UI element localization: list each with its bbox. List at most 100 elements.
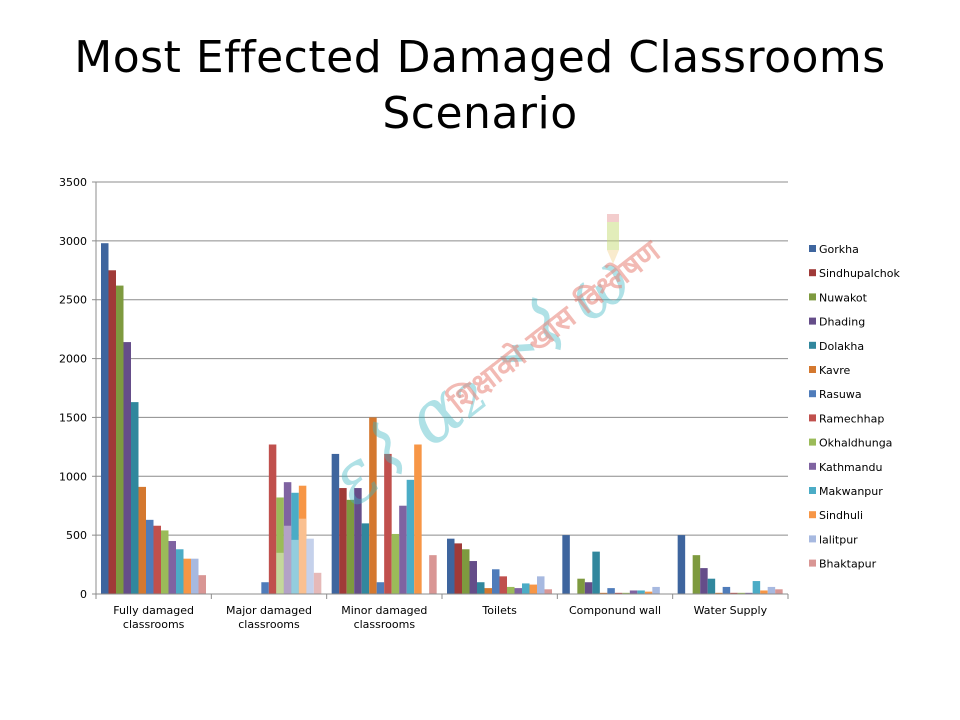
bar-ramechhap bbox=[730, 592, 738, 594]
bar-dolakha bbox=[361, 523, 370, 594]
bar-kavre bbox=[599, 592, 608, 594]
bar-ramechhap bbox=[153, 525, 161, 594]
bar-gorkha bbox=[447, 538, 455, 594]
bar-makwanpur bbox=[522, 583, 530, 594]
bar-dolakha bbox=[592, 551, 600, 594]
bar-okhaldhunga bbox=[161, 530, 169, 594]
bar-makwanpur bbox=[406, 479, 415, 594]
bar-sindhuli bbox=[644, 591, 653, 594]
bar-kavre bbox=[138, 486, 146, 594]
legend-label: Ramechhap bbox=[819, 412, 884, 425]
bar-dhading bbox=[354, 488, 362, 594]
title-line-1: Most Effected Damaged Classrooms bbox=[74, 32, 886, 83]
chart-axes: 0 500 1000 1500 2000 2500 3000 3500 Fully damage… bbox=[59, 176, 789, 631]
y-tick-label: 1500 bbox=[59, 411, 87, 424]
page-title: Most Effected Damaged Classrooms Scenari… bbox=[40, 30, 920, 142]
title-line-2: Scenario bbox=[382, 88, 578, 139]
x-tick-label: Componund wall bbox=[569, 604, 661, 617]
bar-overlay bbox=[306, 538, 314, 594]
x-tick-label: classrooms bbox=[354, 618, 416, 631]
legend-label: Sindhupalchok bbox=[819, 267, 900, 280]
bar-gorkha bbox=[331, 453, 340, 594]
bar-overlay bbox=[313, 572, 322, 594]
bar-overlay bbox=[298, 518, 307, 594]
bar-bhaktapur bbox=[198, 575, 206, 594]
legend-label: Sindhuli bbox=[819, 509, 863, 522]
bar-rasuwa bbox=[261, 582, 269, 594]
bar-sindhuli bbox=[529, 584, 537, 594]
bar-rasuwa bbox=[376, 582, 385, 594]
y-tick-label: 1000 bbox=[59, 470, 87, 483]
chart-bars bbox=[101, 243, 783, 594]
bar-bhaktapur bbox=[544, 589, 552, 594]
bar-dhading bbox=[123, 342, 131, 594]
legend-swatch bbox=[809, 535, 816, 543]
legend-swatch bbox=[809, 293, 816, 301]
bar-kavre bbox=[715, 592, 723, 594]
bar-kathmandu bbox=[745, 592, 753, 594]
bar-dhading bbox=[700, 568, 708, 594]
bar-nuwakot bbox=[577, 578, 585, 594]
bar-dolakha bbox=[477, 582, 485, 594]
watermark-tagline-graphic: शिक्षाको खास विश्लेषण bbox=[441, 233, 668, 422]
bar-nuwakot bbox=[346, 499, 355, 594]
y-tick-label: 2000 bbox=[59, 353, 87, 366]
bar-makwanpur bbox=[637, 590, 645, 594]
legend-label: Nuwakot bbox=[819, 291, 868, 304]
bar-rasuwa bbox=[146, 519, 154, 594]
bar-gorkha bbox=[562, 535, 570, 594]
legend-label: Bhaktapur bbox=[819, 558, 877, 571]
x-tick-label: Toilets bbox=[481, 604, 517, 617]
legend-swatch bbox=[809, 317, 816, 325]
legend-swatch bbox=[809, 414, 816, 422]
x-tick-label: classrooms bbox=[123, 618, 185, 631]
bar-sindhupalchok bbox=[339, 488, 347, 594]
legend-label: lalitpur bbox=[819, 533, 858, 546]
bar-sindhupalchok bbox=[108, 270, 116, 594]
legend-label: Kathmandu bbox=[819, 461, 882, 474]
bar-ramechhap bbox=[268, 444, 277, 594]
bar-overlay bbox=[283, 525, 292, 594]
bar-okhaldhunga bbox=[622, 592, 630, 594]
bar-makwanpur bbox=[752, 581, 761, 594]
bar-bhaktapur bbox=[775, 589, 783, 594]
x-tick-label: classrooms bbox=[238, 618, 300, 631]
bar-kathmandu bbox=[514, 588, 522, 594]
legend-swatch bbox=[809, 245, 816, 252]
legend-swatch bbox=[809, 462, 816, 470]
bar-sindhuli bbox=[414, 444, 422, 594]
legend-swatch bbox=[809, 487, 816, 494]
y-tick-label: 3000 bbox=[59, 235, 87, 248]
bar-okhaldhunga bbox=[276, 497, 284, 594]
bar-makwanpur bbox=[176, 549, 184, 594]
bar-nuwakot bbox=[462, 549, 470, 594]
legend-label: Dolakha bbox=[819, 340, 864, 353]
bar-sindhuli bbox=[183, 558, 191, 594]
legend-swatch bbox=[809, 269, 816, 277]
bar-bhaktapur bbox=[429, 555, 437, 594]
legend-swatch bbox=[809, 559, 816, 567]
bar-okhaldhunga bbox=[737, 592, 746, 594]
y-tick-label: 3500 bbox=[59, 176, 87, 189]
legend-label: Gorkha bbox=[819, 243, 859, 256]
watermark: ɛ⌇ ɑ₂ ⌁⌇ ω शिक्षाको खास विश्लेषण bbox=[313, 214, 668, 522]
bar-sindhuli bbox=[760, 590, 768, 594]
chart-legend: Gorkha Sindhupalchok Nuwakot Dhading Dolakha… bbox=[809, 243, 900, 571]
bar-gorkha bbox=[677, 535, 686, 594]
x-tick-label: Minor damaged bbox=[341, 604, 427, 617]
y-tick-label: 2500 bbox=[59, 294, 87, 307]
bar-rasuwa bbox=[492, 569, 500, 594]
bar-rasuwa bbox=[722, 586, 731, 594]
bar-okhaldhunga bbox=[391, 533, 400, 594]
bar-dhading bbox=[469, 561, 477, 594]
legend-label: Kavre bbox=[819, 364, 851, 377]
bar-lalitpur bbox=[767, 586, 776, 594]
bar-kathmandu bbox=[629, 590, 638, 594]
bar-dolakha bbox=[131, 402, 139, 594]
legend-swatch bbox=[809, 438, 816, 446]
bar-ramechhap bbox=[499, 576, 507, 594]
y-tick-label: 0 bbox=[80, 588, 87, 601]
bar-overlay bbox=[276, 552, 284, 594]
chart-gridlines bbox=[96, 181, 788, 595]
